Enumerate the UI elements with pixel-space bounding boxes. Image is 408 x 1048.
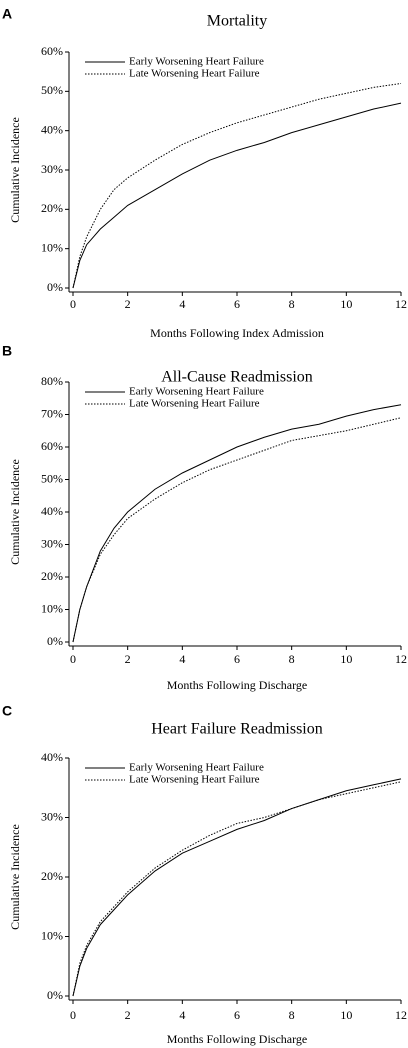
y-tick-label: 40% [41,504,63,518]
x-tick-label: 2 [125,297,131,311]
series-line [72,82,402,289]
y-tick-label: 30% [41,809,63,823]
x-tick-label: 2 [125,1008,131,1022]
series-line [72,781,402,997]
chart-title: Heart Failure Readmission [151,721,323,738]
x-tick-label: 0 [70,1008,76,1022]
y-tick-label: 30% [41,536,63,550]
x-tick-label: 6 [234,1008,240,1022]
y-tick-label: 10% [41,240,63,254]
x-tick-label: 0 [70,297,76,311]
panel-label: A [2,6,12,22]
x-tick-label: 6 [234,652,240,666]
x-tick-label: 12 [395,652,407,666]
series-line [72,778,402,997]
legend-label: Late Worsening Heart Failure [129,398,260,410]
x-tick-label: 8 [289,652,295,666]
series-line [72,417,402,643]
y-tick-label: 40% [41,122,63,136]
x-tick-label: 4 [179,297,185,311]
legend-label: Early Worsening Heart Failure [129,56,264,68]
x-axis-label: Months Following Discharge [167,678,307,692]
y-tick-label: 60% [41,44,63,58]
x-tick-label: 12 [395,297,407,311]
y-tick-label: 10% [41,928,63,942]
x-tick-label: 6 [234,297,240,311]
panel-label: C [2,703,12,719]
chart-title: All-Cause Readmission [161,369,313,386]
y-tick-label: 20% [41,569,63,583]
y-tick-label: 80% [41,374,63,388]
x-tick-label: 4 [179,1008,185,1022]
y-tick-label: 0% [47,280,63,294]
x-tick-label: 8 [289,1008,295,1022]
legend-label: Late Worsening Heart Failure [129,774,260,786]
panel-label: B [2,343,12,359]
y-axis-label: Cumulative Incidence [8,117,22,223]
y-tick-label: 20% [41,869,63,883]
y-tick-label: 20% [41,201,63,215]
legend-label: Early Worsening Heart Failure [129,386,264,398]
x-tick-label: 10 [340,297,352,311]
y-tick-label: 30% [41,162,63,176]
series-line [72,404,402,643]
y-tick-label: 0% [47,634,63,648]
x-tick-label: 0 [70,652,76,666]
x-tick-label: 2 [125,652,131,666]
legend-label: Early Worsening Heart Failure [129,762,264,774]
x-tick-label: 10 [340,652,352,666]
y-tick-label: 0% [47,988,63,1002]
y-tick-label: 10% [41,601,63,615]
series-line [72,102,402,289]
y-tick-label: 40% [41,750,63,764]
x-tick-label: 8 [289,297,295,311]
y-tick-label: 50% [41,471,63,485]
chart-title: Mortality [207,13,267,30]
x-tick-label: 12 [395,1008,407,1022]
y-tick-label: 50% [41,83,63,97]
legend-label: Late Worsening Heart Failure [129,68,260,80]
y-tick-label: 60% [41,439,63,453]
x-axis-label: Months Following Index Admission [150,326,324,340]
x-tick-label: 4 [179,652,185,666]
x-axis-label: Months Following Discharge [167,1032,307,1046]
y-axis-label: Cumulative Incidence [8,459,22,565]
x-tick-label: 10 [340,1008,352,1022]
y-tick-label: 70% [41,406,63,420]
y-axis-label: Cumulative Incidence [8,824,22,930]
